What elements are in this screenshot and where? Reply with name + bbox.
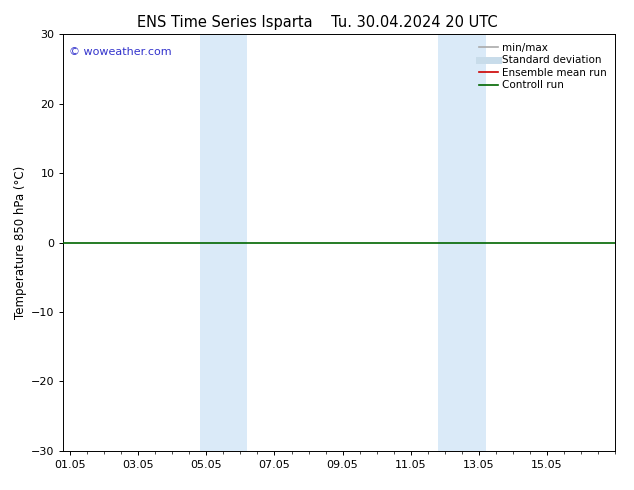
Text: © woweather.com: © woweather.com [69, 47, 172, 57]
Bar [200, 34, 247, 451]
Legend: min/max, Standard deviation, Ensemble mean run, Controll run: min/max, Standard deviation, Ensemble me… [476, 40, 610, 94]
Text: ENS Time Series Isparta    Tu. 30.04.2024 20 UTC: ENS Time Series Isparta Tu. 30.04.2024 2… [137, 15, 497, 30]
Bar [438, 34, 486, 451]
Y-axis label: Temperature 850 hPa (°C): Temperature 850 hPa (°C) [14, 166, 27, 319]
